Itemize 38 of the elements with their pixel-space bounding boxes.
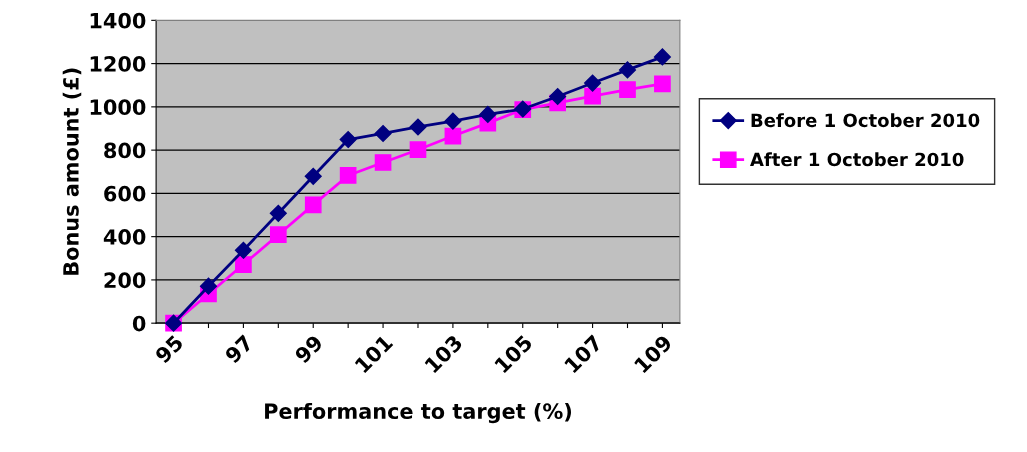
point <box>444 112 462 130</box>
point <box>235 256 252 273</box>
point <box>374 154 392 171</box>
point <box>618 61 637 79</box>
legend-label: Before 1 October 2010 <box>751 113 980 128</box>
y-tick-label: 800 <box>104 142 146 159</box>
legend-label: After 1 October 2010 <box>750 152 964 167</box>
point <box>653 48 671 66</box>
point <box>584 87 601 105</box>
point <box>339 130 357 149</box>
point <box>584 74 602 92</box>
point <box>619 81 636 98</box>
x-tick-label: 99 <box>293 334 324 365</box>
point <box>199 277 218 295</box>
point <box>339 167 357 184</box>
point <box>444 127 462 145</box>
y-tick-label: 1400 <box>90 12 146 29</box>
y-tick-label: 1200 <box>90 56 146 72</box>
point <box>234 241 252 259</box>
point <box>409 118 427 136</box>
point <box>409 141 427 159</box>
point <box>549 87 567 106</box>
y-tick-label: 1000 <box>90 99 146 116</box>
point <box>374 124 392 143</box>
y-tick-label: 200 <box>104 272 146 289</box>
y-axis-title: Bonus amount (£) <box>62 68 82 275</box>
x-axis-title: Performance to target (%) <box>265 402 572 424</box>
point <box>304 196 322 214</box>
x-tick-label: 95 <box>154 334 184 365</box>
point <box>269 226 287 244</box>
y-tick-label: 600 <box>104 185 146 202</box>
point <box>269 204 287 222</box>
x-tick-label: 97 <box>223 334 254 365</box>
point <box>479 105 497 123</box>
y-tick-label: 0 <box>132 315 146 332</box>
y-tick-label: 400 <box>103 229 146 245</box>
point <box>654 75 671 93</box>
point <box>304 167 322 185</box>
